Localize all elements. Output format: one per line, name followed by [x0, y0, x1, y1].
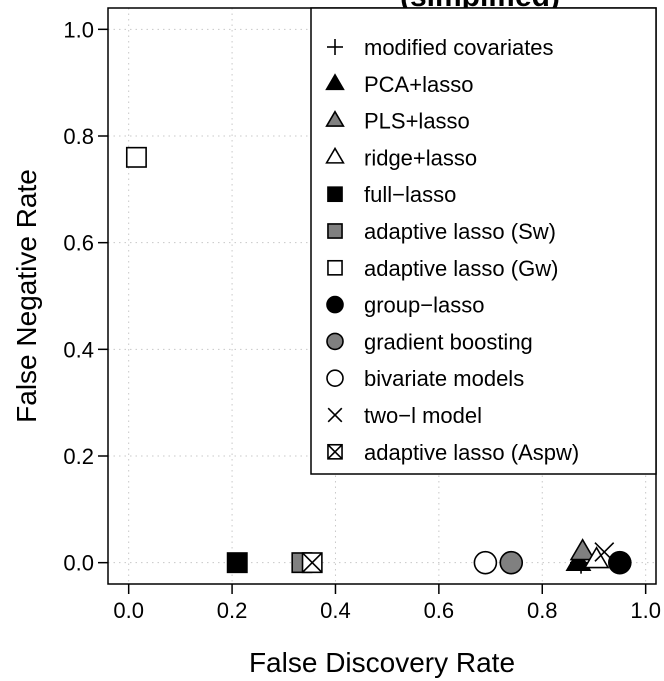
- legend-item-6: adaptive lasso (Sw): [327, 219, 556, 244]
- legend-marker: [327, 407, 343, 423]
- x-tick-label: 0.6: [424, 598, 455, 623]
- legend-marker: [325, 146, 345, 164]
- legend-item-2: PCA+lasso: [325, 72, 473, 97]
- data-point-9: [499, 550, 524, 575]
- legend-label: adaptive lasso (Aspw): [364, 440, 579, 465]
- legend-label: full−lasso: [364, 182, 456, 207]
- legend-label: group−lasso: [364, 293, 484, 318]
- legend-marker: [326, 295, 344, 314]
- legend-item-7: adaptive lasso (Gw): [327, 256, 558, 281]
- y-tick-label: 0.2: [63, 444, 94, 469]
- legend-label: gradient boosting: [364, 329, 533, 354]
- legend-label: adaptive lasso (Gw): [364, 256, 558, 281]
- y-tick-label: 0.8: [63, 124, 94, 149]
- y-axis: 0.0 0.2 0.4 0.6 0.8 1.0: [63, 17, 108, 576]
- legend-marker: [325, 73, 345, 91]
- y-tick-label: 1.0: [63, 17, 94, 42]
- data-point-8: [608, 550, 632, 575]
- legend-marker: [327, 443, 343, 460]
- data-point-4: [583, 546, 610, 569]
- legend-marker: [327, 186, 343, 203]
- data-point-7: [125, 146, 147, 168]
- legend-marker: [327, 223, 343, 239]
- legend-item-12: adaptive lasso (Aspw): [327, 440, 579, 465]
- legend-label: modified covariates: [364, 35, 554, 60]
- legend-item-5: full−lasso: [327, 182, 456, 207]
- data-point-11: [594, 542, 615, 562]
- legend-label: PLS+lasso: [364, 109, 470, 134]
- legend-label: adaptive lasso (Sw): [364, 219, 556, 244]
- legend: modified covariates PCA+lasso PLS+lasso rid…: [310, 7, 657, 475]
- legend-item-3: PLS+lasso: [325, 109, 470, 134]
- legend-label: bivariate models: [364, 366, 524, 391]
- legend-item-8: group−lasso: [326, 293, 484, 318]
- legend-marker: [326, 332, 344, 351]
- data-point-5: [226, 552, 248, 574]
- x-tick-label: 0.0: [113, 598, 144, 623]
- legend-item-11: two−l model: [327, 403, 482, 428]
- data-point-12: [301, 552, 323, 574]
- legend-marker: [327, 39, 343, 55]
- x-tick-label: 0.4: [320, 598, 351, 623]
- x-tick-label: 0.8: [527, 598, 558, 623]
- data-point-3: [569, 538, 596, 561]
- legend-item-10: bivariate models: [326, 366, 524, 391]
- legend-item-9: gradient boosting: [326, 329, 533, 354]
- legend-item-1: modified covariates: [327, 35, 554, 60]
- legend-marker: [325, 110, 345, 127]
- y-axis-label: False Negative Rate: [11, 169, 42, 423]
- x-tick-label: 0.2: [217, 598, 248, 623]
- x-tick-label: 1.0: [630, 598, 661, 623]
- legend-label: two−l model: [364, 403, 482, 428]
- legend-marker: [327, 259, 343, 276]
- x-axis-label: False Discovery Rate: [249, 647, 515, 678]
- y-tick-label: 0.6: [63, 231, 94, 256]
- y-tick-label: 0.0: [63, 551, 94, 576]
- data-points: [125, 146, 632, 575]
- legend-label: PCA+lasso: [364, 72, 473, 97]
- legend-marker: [326, 369, 344, 388]
- x-axis: 0.0 0.2 0.4 0.6 0.8 1.0: [113, 584, 661, 623]
- legend-label: ridge+lasso: [364, 145, 477, 170]
- legend-box: [310, 7, 657, 475]
- y-tick-label: 0.4: [63, 337, 94, 362]
- data-point-10: [473, 550, 498, 575]
- legend-item-4: ridge+lasso: [325, 145, 477, 170]
